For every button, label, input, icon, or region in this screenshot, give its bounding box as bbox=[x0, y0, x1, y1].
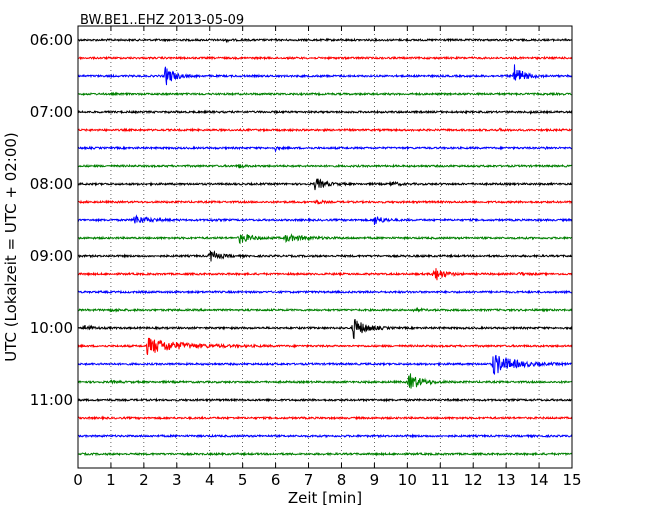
x-tick-label: 7 bbox=[304, 471, 314, 489]
trace-row-0715 bbox=[77, 127, 573, 133]
x-tick-label: 0 bbox=[73, 471, 83, 489]
y-tick-label: 06:00 bbox=[30, 31, 73, 49]
y-tick-label: 07:00 bbox=[30, 103, 73, 121]
x-tick-label: 5 bbox=[238, 471, 248, 489]
trace-row-1000 bbox=[77, 318, 573, 340]
x-tick-label: 3 bbox=[172, 471, 182, 489]
trace-row-0800 bbox=[77, 178, 573, 191]
trace-row-0845 bbox=[77, 233, 573, 245]
x-axis-label: Zeit [min] bbox=[288, 489, 362, 507]
trace-row-0645 bbox=[77, 91, 573, 97]
x-tick-label: 2 bbox=[139, 471, 149, 489]
trace-row-0615 bbox=[77, 55, 573, 61]
trace-row-1015 bbox=[77, 337, 573, 355]
trace-row-1130 bbox=[77, 433, 573, 439]
x-tick-label: 6 bbox=[271, 471, 281, 489]
y-tick-label: 11:00 bbox=[30, 391, 73, 409]
axis-ticks: 0 1 2 3 4 5 6 7 8 9 10 11 12 13 14 1506:0007:0008:0009:… bbox=[30, 26, 582, 489]
x-tick-label: 1 bbox=[106, 471, 116, 489]
x-tick-label: 10 bbox=[398, 471, 417, 489]
y-tick-label: 10:00 bbox=[30, 319, 73, 337]
y-tick-label: 08:00 bbox=[30, 175, 73, 193]
x-tick-label: 12 bbox=[464, 471, 483, 489]
trace-row-0900 bbox=[77, 250, 573, 262]
x-tick-label: 14 bbox=[530, 471, 549, 489]
trace-row-0930 bbox=[77, 289, 573, 295]
x-tick-label: 8 bbox=[337, 471, 347, 489]
x-tick-label: 4 bbox=[205, 471, 215, 489]
trace-row-0915 bbox=[77, 268, 573, 281]
x-tick-label: 11 bbox=[431, 471, 450, 489]
plot-frame bbox=[77, 25, 573, 469]
chart-title: BW.BE1..EHZ 2013-05-09 bbox=[80, 13, 244, 28]
y-axis-label: UTC (Lokalzeit = UTC + 02:00) bbox=[2, 132, 20, 362]
trace-row-1100 bbox=[77, 397, 573, 403]
y-tick-label: 09:00 bbox=[30, 247, 73, 265]
trace-row-0600 bbox=[77, 37, 573, 44]
trace-row-1045 bbox=[77, 373, 573, 389]
trace-row-0830 bbox=[77, 214, 573, 225]
trace-row-0630 bbox=[77, 64, 573, 86]
trace-row-1030 bbox=[77, 354, 572, 375]
trace-row-0945 bbox=[78, 306, 573, 313]
trace-row-0745 bbox=[77, 163, 573, 169]
x-tick-label: 13 bbox=[497, 471, 516, 489]
trace-row-1115 bbox=[77, 415, 573, 421]
x-tick-label: 9 bbox=[370, 471, 380, 489]
trace-row-0815 bbox=[77, 199, 573, 205]
trace-row-0700 bbox=[77, 109, 573, 115]
trace-row-0730 bbox=[77, 145, 573, 153]
trace-row-1145 bbox=[78, 451, 573, 457]
seismic-traces bbox=[77, 37, 573, 457]
x-tick-label: 15 bbox=[562, 471, 581, 489]
grid-lines bbox=[110, 26, 540, 468]
